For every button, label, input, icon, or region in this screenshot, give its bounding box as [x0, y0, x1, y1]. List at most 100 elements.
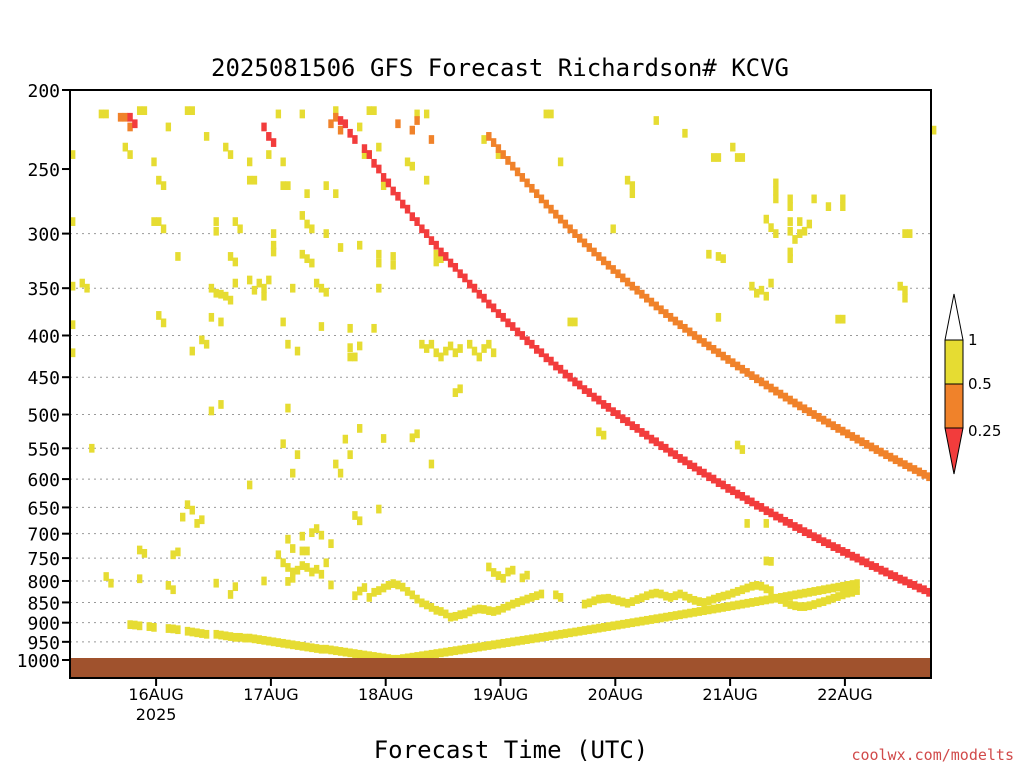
cell-0.5-1 [165, 624, 172, 633]
cell-0.5-1 [471, 643, 478, 653]
cell-0.5-1 [816, 598, 822, 608]
cell-<0.25 [844, 548, 851, 558]
cell-0.5-1 [256, 635, 262, 644]
cell-0.5-1 [423, 109, 430, 119]
cell-<0.25 [462, 273, 468, 283]
cell-0.25-0.5 [763, 380, 769, 390]
cell-0.25-0.5 [605, 260, 612, 270]
cell-0.5-1 [390, 252, 396, 261]
cell-0.5-1 [175, 547, 181, 557]
cell-0.5-1 [682, 591, 688, 601]
cell-<0.25 [624, 417, 631, 426]
cell-<0.25 [892, 572, 899, 581]
cell-0.5-1 [476, 604, 482, 614]
cell-0.25-0.5 [567, 224, 573, 234]
cell-0.5-1 [773, 186, 779, 196]
cell-<0.25 [644, 430, 650, 440]
cell-0.5-1 [371, 587, 377, 597]
cell-0.5-1 [232, 632, 239, 642]
cell-0.5-1 [328, 645, 334, 655]
cell-0.5-1 [337, 243, 344, 252]
x-tick-label-18AUG: 18AUG [358, 685, 413, 704]
cell-0.5-1 [189, 627, 195, 637]
cell-0.25-0.5 [553, 209, 559, 219]
cell-<0.25 [854, 553, 860, 563]
cell-0.25-0.5 [907, 462, 913, 472]
cell-<0.25 [830, 542, 836, 551]
cell-0.5-1 [787, 247, 793, 257]
cell-0.5-1 [581, 626, 588, 635]
cell-0.25-0.5 [337, 125, 344, 135]
cell-0.25-0.5 [854, 434, 860, 444]
cell-0.5-1 [299, 641, 305, 651]
cell-0.5-1 [725, 590, 731, 600]
cell-<0.25 [591, 392, 597, 402]
cell-<0.25 [361, 144, 368, 153]
cell-0.5-1 [820, 585, 827, 595]
x-tick-label-17AUG: 17AUG [243, 685, 298, 704]
cell-<0.25 [744, 495, 750, 505]
cell-0.25-0.5 [797, 401, 803, 411]
cell-0.5-1 [600, 430, 607, 440]
cell-0.5-1 [213, 217, 219, 226]
cell-0.5-1 [227, 632, 234, 641]
cell-0.25-0.5 [911, 465, 918, 474]
cell-0.5-1 [591, 624, 597, 634]
cell-<0.25 [577, 380, 583, 390]
cell-0.5-1 [854, 586, 860, 595]
cell-<0.25 [447, 258, 454, 268]
cell-0.5-1 [270, 240, 277, 250]
cell-0.5-1 [175, 625, 181, 635]
cell-0.5-1 [629, 189, 636, 199]
cell-<0.25 [634, 424, 640, 433]
cell-0.5-1 [218, 400, 224, 409]
cell-0.5-1 [70, 281, 76, 291]
cell-0.5-1 [667, 593, 674, 602]
cell-0.5-1 [744, 598, 750, 608]
cell-0.5-1 [280, 558, 286, 568]
cell-0.5-1 [457, 610, 463, 620]
cell-0.5-1 [720, 603, 726, 612]
cell-0.5-1 [361, 583, 368, 592]
cell-0.25-0.5 [897, 457, 903, 467]
cell-0.5-1 [447, 341, 454, 351]
cell-0.5-1 [270, 229, 277, 238]
cell-0.25-0.5 [414, 116, 420, 125]
cell-0.5-1 [648, 589, 655, 599]
cell-0.5-1 [304, 189, 310, 199]
x-tick-label-19AUG: 19AUG [473, 685, 528, 704]
cell-0.25-0.5 [682, 323, 688, 333]
cell-0.5-1 [553, 590, 559, 600]
cell-0.5-1 [581, 599, 588, 609]
cell-0.5-1 [629, 597, 636, 606]
cell-0.5-1 [352, 591, 358, 601]
cell-0.5-1 [333, 459, 339, 469]
y-tick-label-450: 450 [27, 368, 60, 389]
cell-0.5-1 [691, 607, 698, 617]
cell-<0.25 [596, 395, 602, 405]
cell-<0.25 [586, 388, 592, 397]
cell-0.5-1 [644, 615, 650, 625]
cell-0.5-1 [141, 548, 148, 558]
cell-0.5-1 [251, 634, 258, 644]
cell-<0.25 [395, 191, 401, 201]
cell-0.5-1 [136, 545, 143, 555]
cell-<0.25 [820, 537, 827, 547]
cell-0.5-1 [371, 652, 377, 661]
cell-0.25-0.5 [596, 252, 602, 261]
cell-0.5-1 [514, 636, 521, 646]
cell-<0.25 [840, 547, 846, 556]
cell-0.5-1 [371, 323, 377, 333]
cell-0.25-0.5 [629, 281, 636, 291]
cell-0.5-1 [840, 314, 846, 324]
cell-0.5-1 [457, 384, 463, 394]
cell-0.5-1 [390, 579, 396, 588]
cell-0.5-1 [792, 235, 798, 244]
cell-0.5-1 [462, 609, 468, 619]
cell-0.25-0.5 [758, 377, 765, 387]
cell-0.5-1 [261, 576, 267, 586]
cell-0.5-1 [758, 285, 765, 295]
cell-0.5-1 [409, 590, 415, 600]
cell-0.5-1 [256, 278, 262, 288]
cell-0.5-1 [510, 565, 516, 575]
